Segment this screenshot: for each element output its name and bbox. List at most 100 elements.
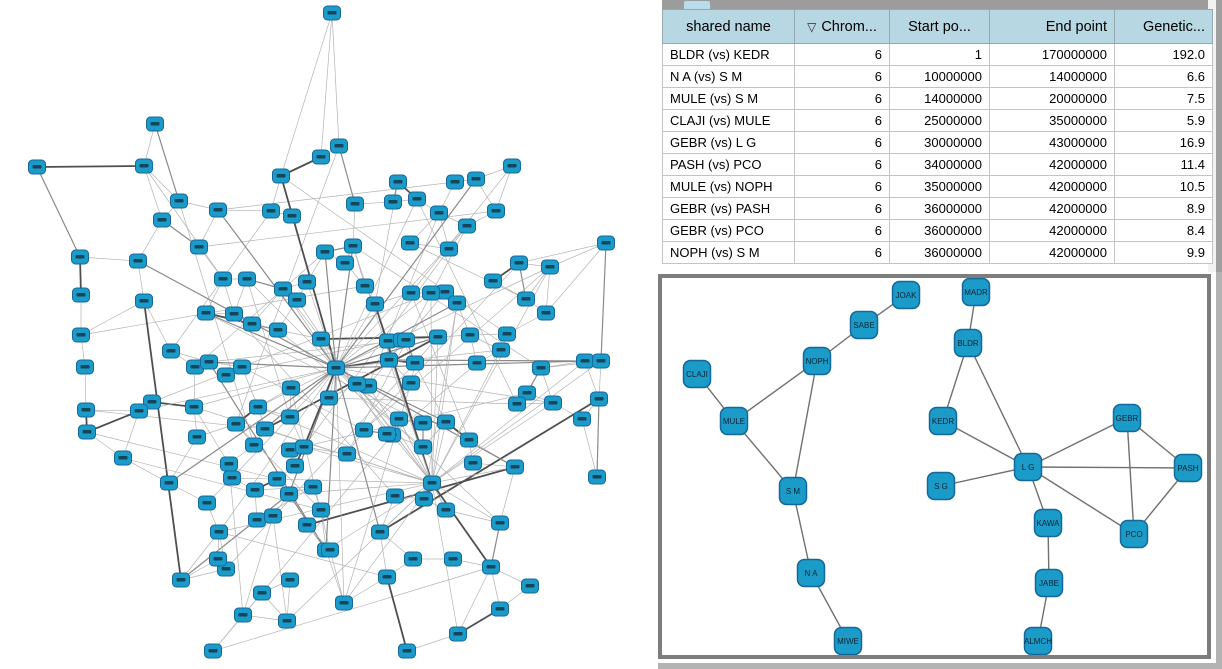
hairball-node[interactable]: [404, 551, 422, 567]
hairball-node[interactable]: [234, 607, 252, 623]
table-cell[interactable]: 7.5: [1114, 87, 1213, 110]
hairball-node[interactable]: [544, 395, 562, 411]
node-S G[interactable]: S G: [926, 471, 956, 501]
hairball-node[interactable]: [198, 495, 216, 511]
edge-GEBR-PCO[interactable]: [1126, 417, 1135, 535]
hairball-node[interactable]: [298, 274, 316, 290]
table-cell[interactable]: 42000000: [989, 197, 1115, 220]
table-cell[interactable]: 25000000: [889, 109, 990, 132]
hairball-node[interactable]: [77, 402, 95, 418]
hairball-node[interactable]: [312, 502, 330, 518]
hairball-node[interactable]: [492, 342, 510, 358]
hairball-node[interactable]: [204, 643, 222, 659]
hairball-node[interactable]: [238, 271, 256, 287]
hairball-node[interactable]: [406, 355, 424, 371]
table-cell[interactable]: 1: [889, 43, 990, 66]
table-cell[interactable]: 14000000: [889, 87, 990, 110]
node-S M[interactable]: S M: [778, 476, 808, 506]
large-network-canvas[interactable]: [0, 0, 655, 669]
hairball-node[interactable]: [422, 285, 440, 301]
node-NOPH[interactable]: NOPH: [802, 346, 832, 376]
hairball-node[interactable]: [162, 343, 180, 359]
edge-NOPH-S M[interactable]: [792, 360, 818, 492]
hairball-node[interactable]: [312, 331, 330, 347]
hairball-node[interactable]: [378, 569, 396, 585]
hairball-node[interactable]: [286, 458, 304, 474]
hairball-node[interactable]: [532, 360, 550, 376]
table-cell[interactable]: 10000000: [889, 65, 990, 88]
filter-funnel-icon[interactable]: ▽: [807, 19, 817, 34]
hairball-node[interactable]: [295, 439, 313, 455]
table-cell[interactable]: 6: [794, 153, 890, 176]
hairball-node[interactable]: [233, 359, 251, 375]
hairball-node[interactable]: [304, 479, 322, 495]
hairball-node[interactable]: [508, 396, 526, 412]
hairball-node[interactable]: [460, 432, 478, 448]
hairball-node[interactable]: [336, 255, 354, 271]
table-cell[interactable]: 170000000: [989, 43, 1115, 66]
hairball-node[interactable]: [298, 517, 316, 533]
column-header-genetic[interactable]: Genetic...: [1114, 9, 1213, 44]
hairball-node[interactable]: [268, 471, 286, 487]
hairball-node[interactable]: [348, 376, 366, 392]
hairball-node[interactable]: [346, 196, 364, 212]
hairball-node[interactable]: [592, 353, 610, 369]
hairball-node[interactable]: [537, 305, 555, 321]
table-row[interactable]: PASH (vs) PCO 6 34000000 42000000 11.4: [662, 153, 1213, 176]
table-cell[interactable]: 8.4: [1114, 219, 1213, 242]
column-header-start-point[interactable]: Start po...: [889, 9, 990, 44]
table-cell[interactable]: 10.5: [1114, 175, 1213, 198]
hairball-node[interactable]: [246, 482, 264, 498]
hairball-node[interactable]: [316, 244, 334, 260]
hairball-node[interactable]: [172, 572, 190, 588]
hairball-node[interactable]: [281, 572, 299, 588]
edge-L G-GEBR[interactable]: [1027, 417, 1128, 468]
table-cell[interactable]: 6: [794, 197, 890, 220]
table-cell[interactable]: NOPH (vs) S M: [662, 241, 795, 264]
table-cell[interactable]: 9.9: [1114, 241, 1213, 264]
hairball-node[interactable]: [321, 542, 339, 558]
hairball-node[interactable]: [71, 249, 89, 265]
hairball-node[interactable]: [72, 287, 90, 303]
hairball-node[interactable]: [272, 168, 290, 184]
hairball-node[interactable]: [320, 390, 338, 406]
table-cell[interactable]: 35000000: [889, 175, 990, 198]
edge-BLDR-L G[interactable]: [967, 342, 1029, 468]
hairball-node[interactable]: [225, 306, 243, 322]
table-cell[interactable]: 11.4: [1114, 153, 1213, 176]
hairball-node[interactable]: [423, 475, 441, 491]
hairball-node[interactable]: [327, 360, 345, 376]
hairball-node[interactable]: [344, 238, 362, 254]
column-header-chromosome[interactable]: ▽ Chrom...: [794, 9, 890, 44]
table-cell[interactable]: BLDR (vs) KEDR: [662, 43, 795, 66]
node-MIWE[interactable]: MIWE: [833, 626, 863, 656]
hairball-node[interactable]: [440, 241, 458, 257]
hairball-node[interactable]: [282, 380, 300, 396]
edge-L G-PCO[interactable]: [1027, 466, 1135, 535]
table-cell[interactable]: 192.0: [1114, 43, 1213, 66]
table-row[interactable]: MULE (vs) NOPH 6 35000000 42000000 10.5: [662, 175, 1213, 198]
hairball-node[interactable]: [430, 205, 448, 221]
hairball-node[interactable]: [414, 439, 432, 455]
node-CLAJI[interactable]: CLAJI: [682, 359, 712, 389]
hairball-node[interactable]: [281, 409, 299, 425]
hairball-node[interactable]: [243, 316, 261, 332]
hairball-node[interactable]: [214, 271, 232, 287]
table-cell[interactable]: N A (vs) S M: [662, 65, 795, 88]
node-JOAK[interactable]: JOAK: [891, 280, 921, 310]
table-cell[interactable]: 36000000: [889, 241, 990, 264]
hairball-node[interactable]: [78, 424, 96, 440]
hairball-node[interactable]: [72, 327, 90, 343]
hairball-node[interactable]: [330, 138, 348, 154]
table-cell[interactable]: MULE (vs) S M: [662, 87, 795, 110]
hairball-node[interactable]: [135, 293, 153, 309]
table-row[interactable]: NOPH (vs) S M 6 36000000 42000000 9.9: [662, 241, 1213, 264]
node-KEDR[interactable]: KEDR: [928, 406, 958, 436]
table-cell[interactable]: 14000000: [989, 65, 1115, 88]
hairball-node[interactable]: [510, 255, 528, 271]
table-cell[interactable]: 6: [794, 175, 890, 198]
node-PCO[interactable]: PCO: [1119, 519, 1149, 549]
hairball-node[interactable]: [146, 116, 164, 132]
hairball-node[interactable]: [197, 305, 215, 321]
hairball-node[interactable]: [220, 456, 238, 472]
